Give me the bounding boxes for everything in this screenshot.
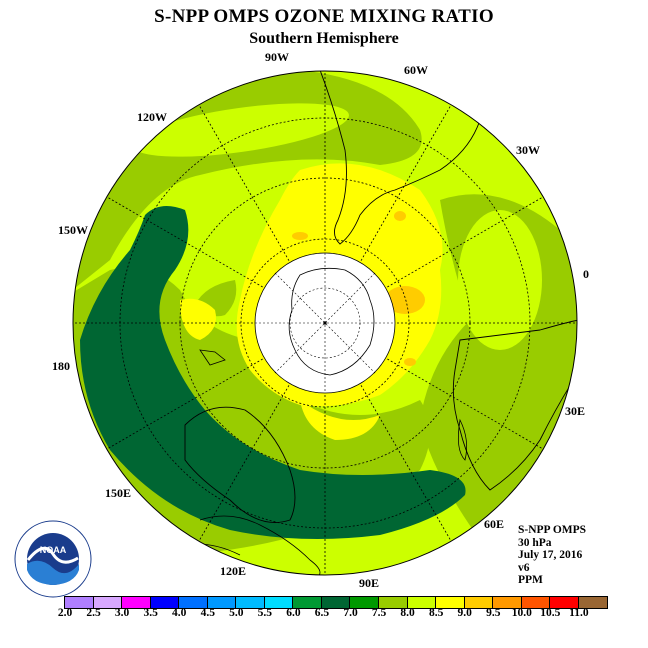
- colorbar-tick-label: 2.0: [57, 607, 73, 619]
- lon-label-60w: 60W: [404, 63, 428, 77]
- colorbar-segment: [236, 597, 265, 608]
- lon-label-60e: 60E: [484, 517, 505, 531]
- colorbar-tick-label: 4.0: [172, 607, 187, 619]
- info-date: July 17, 2016: [518, 549, 583, 562]
- colorbar-segment: [150, 597, 180, 608]
- lon-label-180: 180: [52, 359, 70, 373]
- madagascar-outline: [457, 418, 468, 461]
- info-version: v6: [518, 561, 530, 574]
- australia-outline: [184, 406, 296, 523]
- colorbar-tick-label: 6.5: [314, 607, 330, 619]
- colorbar-segment: [179, 597, 208, 608]
- field-yellow-south: [300, 400, 380, 440]
- colorbar-tick-label: 8.0: [400, 607, 415, 619]
- colorbar-tick-label: 6.0: [286, 607, 301, 619]
- colorbar-segment: [350, 597, 380, 608]
- colorbar-segment: [436, 597, 465, 608]
- colorbar-tick-label: 5.5: [257, 607, 273, 619]
- new-zealand-outline: [199, 349, 226, 366]
- field-yellow-west: [180, 298, 216, 340]
- colorbar-segment: [379, 597, 408, 608]
- lon-label-0: 0: [583, 267, 589, 281]
- colorbar-tick-label: 10.5: [540, 607, 561, 619]
- field-yg-lobe-north: [131, 103, 349, 157]
- colorbar-segment: [293, 597, 322, 608]
- field-yg-lobe-east: [458, 210, 542, 350]
- colorbar-tick-label: 8.5: [428, 607, 444, 619]
- lon-label-30w: 30W: [516, 143, 540, 157]
- info-instrument: S-NPP OMPS: [518, 524, 587, 536]
- colorbar-tick-label: 7.0: [343, 607, 358, 619]
- ozone-field: [73, 71, 577, 575]
- africa-outline: [452, 319, 577, 491]
- colorbar-segment: [521, 597, 551, 608]
- colorbar-segment: [207, 597, 237, 608]
- colorbar-tick-label: 2.5: [86, 607, 101, 619]
- lon-label-120e: 120E: [220, 564, 247, 578]
- lon-label-30e: 30E: [565, 404, 586, 418]
- colorbar-segment: [264, 597, 294, 608]
- colorbar: [64, 596, 609, 609]
- colorbar-segment: [578, 597, 608, 608]
- info-units: PPM: [518, 574, 543, 587]
- colorbar-segment: [321, 597, 351, 608]
- lon-label-90w: 90W: [265, 50, 289, 64]
- colorbar-labels: 2.0 2.5 3.0 3.5 4.0 4.5 5.0 5.5 6.0 6.5 7.0 7.5 8.0 8…: [0, 607, 648, 623]
- lon-label-90e: 90E: [359, 576, 380, 590]
- antarctica-outline: [288, 267, 375, 376]
- colorbar-tick-label: 9.0: [457, 607, 472, 619]
- colorbar-tick-label: 11.0: [569, 607, 589, 619]
- field-gold-spot-2: [394, 211, 406, 221]
- field-gold-spot-3: [292, 232, 308, 240]
- colorbar-segment: [464, 597, 494, 608]
- noaa-logo-text: NOAA: [40, 545, 67, 555]
- info-level: 30 hPa: [518, 536, 552, 549]
- colorbar-tick-label: 7.5: [371, 607, 387, 619]
- field-dark-green-band: [80, 206, 466, 539]
- page-title: S-NPP OMPS OZONE MIXING RATIO: [154, 6, 494, 27]
- colorbar-tick-label: 4.5: [200, 607, 215, 619]
- lon-label-150w: 150W: [58, 223, 88, 237]
- lon-label-150e: 150E: [105, 486, 132, 500]
- colorbar-segment: [122, 597, 151, 608]
- product-info: S-NPP OMPS 30 hPa July 17, 2016 v6 PPM: [518, 524, 586, 587]
- colorbar-segment: [93, 597, 123, 608]
- colorbar-tick-label: 5.0: [229, 607, 244, 619]
- colorbar-segment: [65, 597, 94, 608]
- colorbar-tick-label: 9.5: [486, 607, 501, 619]
- south-america-outline: [319, 71, 481, 245]
- colorbar-segment: [407, 597, 437, 608]
- lon-label-120w: 120W: [137, 110, 167, 124]
- colorbar-segment: [493, 597, 522, 608]
- south-pole-marker: [323, 321, 327, 325]
- page-subtitle: Southern Hemisphere: [249, 30, 399, 47]
- map-border: [72, 70, 578, 576]
- field-gold-spot-4: [404, 358, 416, 366]
- field-gold-spot-1: [385, 286, 425, 314]
- colorbar-segment: [550, 597, 579, 608]
- colorbar-tick-label: 3.0: [114, 607, 130, 619]
- noaa-logo-icon: NOAA: [14, 520, 92, 598]
- colorbar-tick-label: 10.0: [511, 607, 532, 619]
- colorbar-tick-label: 3.5: [143, 607, 158, 619]
